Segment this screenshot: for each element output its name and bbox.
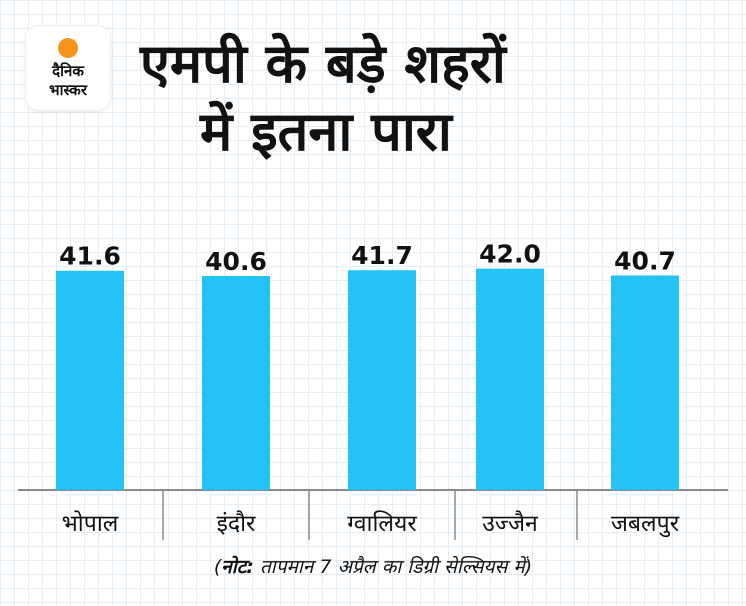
data-label-4: 42.0 xyxy=(479,240,541,269)
chart-title: एमपी के बड़े शहरों में इतना पारा xyxy=(140,30,720,166)
brand-logo: दैनिक भास्कर xyxy=(26,26,110,110)
data-label-1: 41.6 xyxy=(59,242,121,271)
bar-5 xyxy=(611,275,679,490)
logo-text-line2: भास्कर xyxy=(49,81,87,99)
category-label-1: भोपाल xyxy=(62,510,119,537)
data-label-3: 41.7 xyxy=(351,241,413,270)
sun-icon xyxy=(58,38,78,58)
category-label-5: जबलपुर xyxy=(611,511,680,538)
footnote-text: तापमान 7 अप्रैल का डिग्री सेल्सियस में) xyxy=(253,556,533,578)
data-label-2: 40.6 xyxy=(205,247,267,276)
category-label-2: इंदौर xyxy=(217,510,256,537)
title-line-2: में इतना पारा xyxy=(200,100,452,163)
footnote: (नोट: तापमान 7 अप्रैल का डिग्री सेल्सियस… xyxy=(0,553,746,579)
category-label-4: उज्जैन xyxy=(482,510,539,537)
title-line-1: एमपी के बड़े शहरों xyxy=(140,32,506,95)
bar-2 xyxy=(202,276,270,490)
logo-text-line1: दैनिक xyxy=(52,62,84,80)
bar-1 xyxy=(56,270,124,490)
bar-4 xyxy=(476,268,544,490)
category-label-3: ग्वालियर xyxy=(347,510,417,537)
data-label-5: 40.7 xyxy=(614,246,676,275)
bar-3 xyxy=(348,270,416,490)
footnote-label: नोट: xyxy=(221,556,254,578)
footnote-open: ( xyxy=(213,556,222,578)
